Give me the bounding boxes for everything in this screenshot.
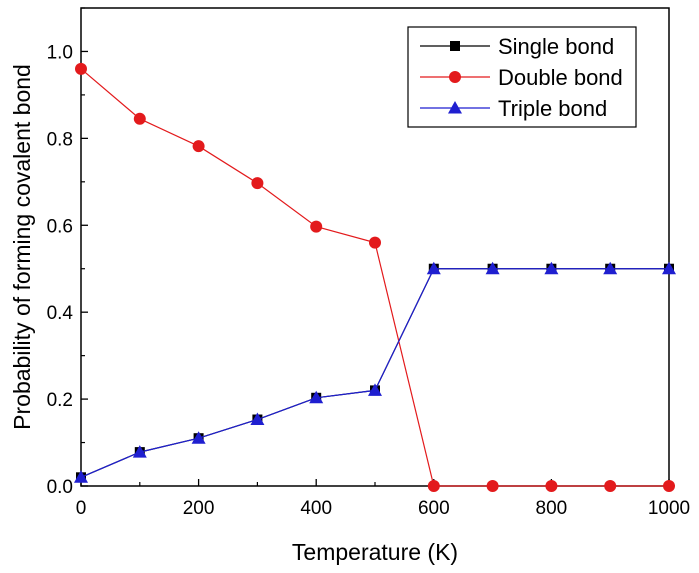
data-point	[604, 480, 617, 492]
legend-marker	[449, 71, 461, 83]
y-tick-label: 1.0	[47, 42, 73, 63]
series-line	[80, 268, 669, 478]
data-point	[368, 383, 382, 396]
data-point	[426, 261, 441, 275]
data-point	[191, 431, 206, 444]
x-tick-label: 600	[418, 498, 450, 519]
legend-label: Triple bond	[498, 96, 607, 121]
data-point	[250, 412, 265, 426]
legend-label: Double bond	[498, 65, 623, 90]
legend-marker	[448, 101, 462, 114]
y-tick-label: 0.6	[47, 216, 73, 237]
y-axis-title: Probability of forming covalent bond	[9, 64, 35, 430]
y-tick-label: 0.2	[47, 390, 73, 411]
x-axis-title: Temperature (K)	[292, 539, 458, 565]
x-tick-label: 400	[300, 498, 332, 519]
data-point	[309, 390, 324, 404]
y-tick-label: 0.4	[47, 303, 74, 324]
data-point	[663, 480, 675, 492]
x-tick-label: 1000	[648, 498, 690, 519]
data-point	[251, 177, 264, 190]
data-point	[75, 62, 87, 75]
series-single-bond	[76, 263, 674, 483]
series-line	[80, 268, 669, 478]
data-point	[310, 220, 323, 233]
data-point	[192, 140, 205, 153]
data-point	[74, 470, 88, 483]
legend-marker	[450, 41, 460, 51]
data-point	[486, 480, 499, 492]
data-point	[133, 112, 146, 125]
data-point	[485, 261, 500, 275]
data-point	[544, 261, 559, 275]
x-tick-label: 0	[76, 498, 87, 519]
series-double-bond	[75, 62, 675, 492]
data-point	[662, 261, 676, 275]
data-point	[132, 445, 147, 458]
legend: Single bond Double bond Triple bond	[407, 26, 637, 128]
series-line	[80, 68, 669, 487]
data-point	[427, 480, 440, 492]
data-point	[603, 261, 618, 275]
x-tick-label: 800	[536, 498, 568, 519]
y-tick-label: 0.0	[47, 477, 73, 498]
legend-label: Single bond	[498, 34, 614, 59]
y-tick-label: 0.8	[47, 129, 73, 150]
data-point	[545, 480, 558, 492]
x-tick-label: 200	[183, 498, 215, 519]
series-triple-bond	[74, 261, 676, 483]
data-point	[369, 236, 381, 249]
